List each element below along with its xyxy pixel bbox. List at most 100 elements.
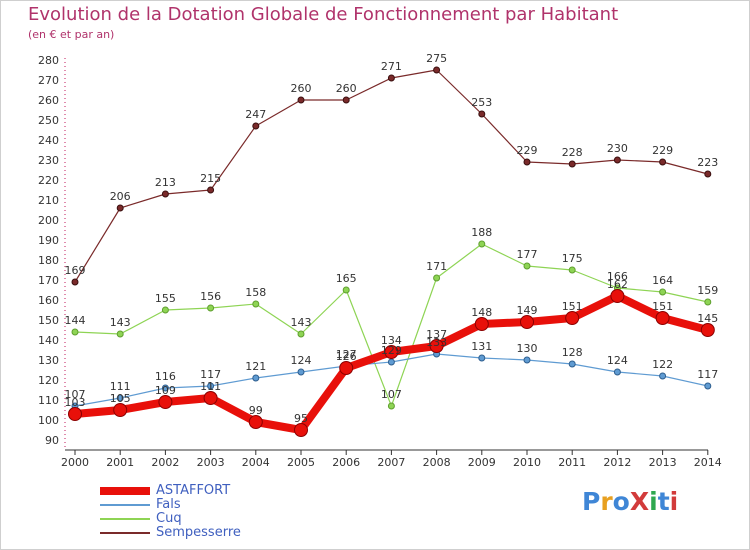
data-point	[520, 315, 534, 329]
data-label: 149	[517, 304, 538, 317]
x-tick-label: 2003	[197, 456, 225, 469]
legend-swatch-fals	[100, 504, 150, 506]
legend-item-sempesserre[interactable]: Sempesserre	[100, 525, 320, 540]
y-tick-label: 120	[38, 374, 59, 387]
legend-label-cuq: Cuq	[156, 511, 182, 526]
logo-letter: X	[629, 487, 650, 516]
data-label: 166	[607, 270, 628, 283]
data-label: 117	[200, 368, 221, 381]
legend-label-sempesserre: Sempesserre	[156, 525, 241, 540]
data-point	[116, 394, 124, 402]
data-point	[339, 361, 354, 375]
data-point	[700, 323, 715, 337]
data-label: 130	[517, 342, 538, 355]
data-point	[113, 403, 128, 417]
data-point	[71, 328, 79, 336]
legend-item-astaffort[interactable]: ASTAFFORT	[100, 483, 320, 498]
data-point	[342, 96, 350, 104]
data-label: 126	[336, 350, 357, 363]
x-tick-label: 2007	[377, 456, 405, 469]
x-tick-label: 2006	[332, 456, 360, 469]
data-point	[433, 66, 441, 74]
data-point	[116, 330, 124, 338]
data-label: 260	[291, 82, 312, 95]
data-label: 158	[245, 286, 266, 299]
chart-subtitle: (en € et par an)	[28, 28, 115, 41]
legend-swatch-cuq	[100, 518, 150, 520]
data-point	[342, 286, 350, 294]
y-tick-label: 140	[38, 334, 59, 347]
data-label: 143	[110, 316, 131, 329]
data-point	[252, 300, 260, 308]
data-point	[478, 110, 486, 118]
data-label: 107	[381, 388, 402, 401]
data-label: 162	[607, 278, 628, 291]
data-point	[613, 368, 621, 376]
data-point	[161, 190, 169, 198]
legend-item-fals[interactable]: Fals	[100, 497, 320, 512]
x-tick-label: 2005	[287, 456, 315, 469]
logo-letter: P	[582, 487, 601, 516]
data-point	[565, 311, 580, 325]
data-label: 124	[607, 354, 628, 367]
data-label: 117	[697, 368, 718, 381]
data-point	[207, 186, 215, 194]
data-point	[71, 278, 79, 286]
x-tick-label: 2012	[603, 456, 631, 469]
data-point	[568, 360, 576, 368]
data-label: 169	[65, 264, 86, 277]
logo-letter: i	[649, 487, 658, 516]
logo-letter: i	[669, 487, 679, 516]
data-label: 155	[155, 292, 176, 305]
y-tick-label: 190	[38, 234, 59, 247]
data-label: 171	[426, 260, 447, 273]
data-label: 165	[336, 272, 357, 285]
y-tick-label: 210	[38, 194, 59, 207]
data-point	[568, 160, 576, 168]
data-label: 121	[245, 360, 266, 373]
data-point	[659, 288, 667, 296]
data-point	[161, 384, 169, 392]
data-label: 188	[471, 226, 492, 239]
data-label: 127	[336, 348, 357, 361]
data-point	[387, 358, 395, 366]
data-label: 134	[381, 334, 402, 347]
legend: ASTAFFORT Fals Cuq Sempesserre	[100, 483, 320, 540]
x-tick-label: 2000	[61, 456, 89, 469]
x-tick-label: 2001	[106, 456, 134, 469]
y-tick-label: 240	[38, 134, 59, 147]
data-point	[252, 374, 260, 382]
data-point	[294, 423, 308, 437]
data-label: 164	[652, 274, 673, 287]
data-label: 229	[517, 144, 538, 157]
data-point	[655, 311, 670, 325]
y-tick-label: 200	[38, 214, 59, 227]
data-label: 230	[607, 142, 628, 155]
data-label: 213	[155, 176, 176, 189]
data-label: 95	[294, 412, 308, 425]
data-point	[610, 289, 625, 303]
data-label: 103	[65, 396, 86, 409]
logo-letter: r	[600, 487, 613, 516]
data-point	[704, 298, 712, 306]
data-label: 143	[291, 316, 312, 329]
data-label: 215	[200, 172, 221, 185]
legend-swatch-astaffort	[100, 487, 150, 495]
data-point	[433, 274, 441, 282]
data-point	[387, 402, 395, 410]
x-tick-label: 2011	[558, 456, 586, 469]
data-point	[523, 158, 531, 166]
data-label: 159	[697, 284, 718, 297]
y-tick-label: 130	[38, 354, 59, 367]
data-label: 253	[471, 96, 492, 109]
legend-label-fals: Fals	[156, 497, 181, 512]
data-point	[478, 240, 486, 248]
data-label: 148	[471, 306, 492, 319]
data-point	[297, 330, 305, 338]
legend-item-cuq[interactable]: Cuq	[100, 511, 320, 526]
data-point	[704, 382, 712, 390]
data-point	[704, 170, 712, 178]
data-label: 229	[652, 144, 673, 157]
data-label: 247	[245, 108, 266, 121]
